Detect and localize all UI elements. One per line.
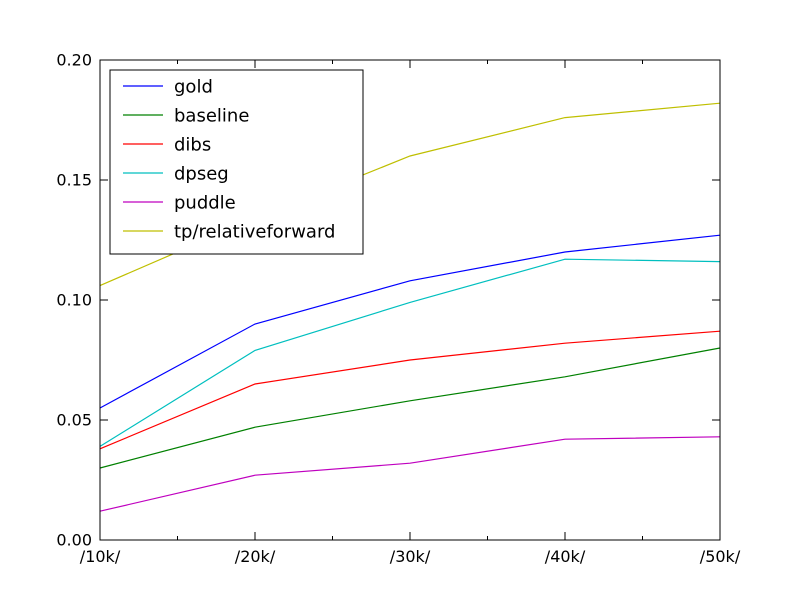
- series-line-dibs: [99, 330, 721, 450]
- y-tick-label: 0.10: [56, 291, 92, 310]
- x-tick-label: /30k/: [390, 547, 431, 566]
- series-line-gold: [99, 234, 721, 409]
- series-line-baseline: [99, 347, 721, 469]
- legend-label: tp/relativeforward: [174, 222, 335, 243]
- legend-label: puddle: [174, 193, 236, 214]
- x-tick-label: /10k/: [80, 547, 121, 566]
- x-tick-label: /40k/: [545, 547, 586, 566]
- series-line-dpseg: [99, 258, 721, 447]
- legend-label: baseline: [174, 106, 249, 127]
- x-tick-label: /50k/: [700, 547, 741, 566]
- y-tick-label: 0.20: [56, 51, 92, 70]
- legend: gold baseline dibs dpseg puddle tp/relativefo…: [109, 69, 364, 255]
- y-tick-label: 0.05: [56, 411, 92, 430]
- series-line-puddle: [99, 436, 721, 512]
- x-tick-label: /20k/: [235, 547, 276, 566]
- ticks-layer: 0.00 0.05 0.10 0.15 0.20/10k/ /20k/ /30k/ /40k/…: [56, 51, 740, 567]
- legend-label: dpseg: [174, 164, 229, 185]
- legend-label: dibs: [174, 135, 211, 156]
- y-tick-label: 0.00: [56, 531, 92, 550]
- legend-box: [109, 69, 364, 255]
- y-tick-label: 0.15: [56, 171, 92, 190]
- legend-label: gold: [174, 77, 213, 98]
- series-layer: [99, 102, 721, 512]
